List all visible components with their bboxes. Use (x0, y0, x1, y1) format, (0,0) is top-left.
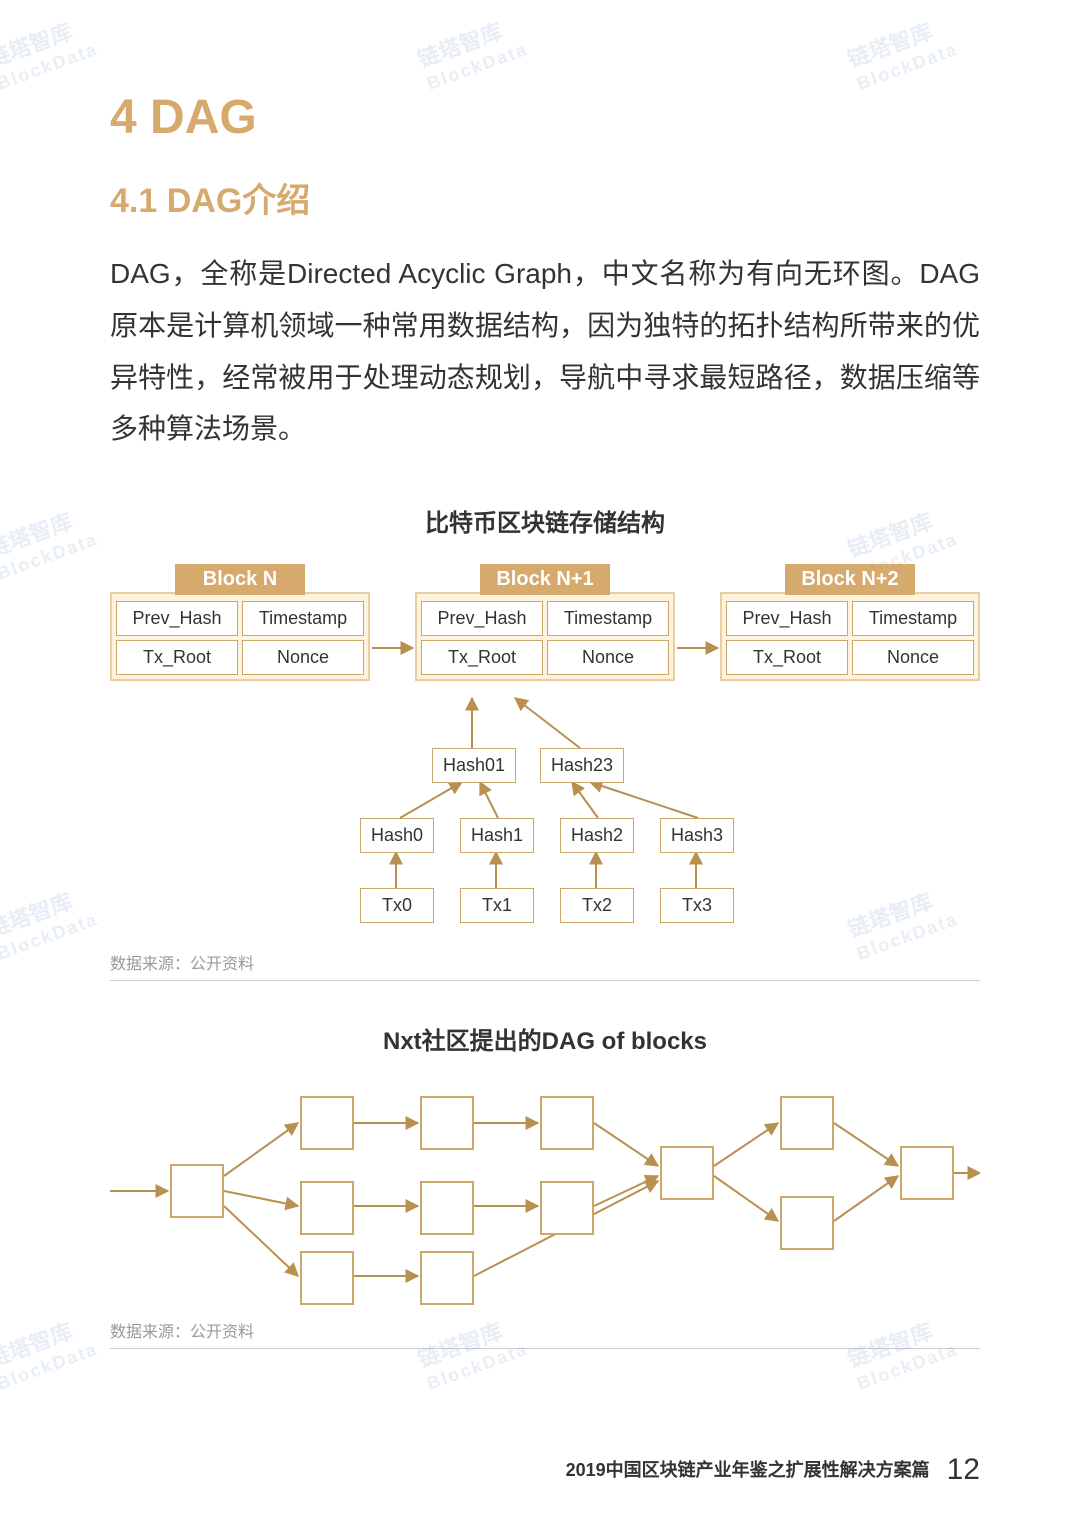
tree-node: Hash3 (660, 818, 734, 853)
page-number: 12 (947, 1453, 980, 1486)
dag-node (780, 1196, 834, 1250)
dag-node (300, 1251, 354, 1305)
dag-node (660, 1146, 714, 1200)
diagram2 (110, 1076, 980, 1306)
subsection-title: 4.1 DAG介绍 (110, 173, 980, 222)
block-header: Block N (175, 564, 305, 595)
tree-node: Tx1 (460, 888, 534, 923)
block-cell: Prev_Hash (116, 601, 238, 636)
dag-node (420, 1251, 474, 1305)
dag-node (300, 1181, 354, 1235)
tree-node: Tx2 (560, 888, 634, 923)
block: Block N+1Prev_HashTimestampTx_RootNonce (415, 592, 675, 681)
block-cell: Nonce (242, 640, 364, 675)
footer-text: 2019中国区块链产业年鉴之扩展性解决方案篇 (566, 1460, 930, 1480)
block-cell: Nonce (547, 640, 669, 675)
tree-node: Hash1 (460, 818, 534, 853)
dag-node (420, 1096, 474, 1150)
diagram2-title: Nxt社区提出的DAG of blocks (110, 1021, 980, 1056)
diagram1: Block NPrev_HashTimestampTx_RootNonceBlo… (110, 558, 980, 938)
dag-node (540, 1096, 594, 1150)
block-cell: Nonce (852, 640, 974, 675)
block-cell: Timestamp (242, 601, 364, 636)
tree-node: Hash2 (560, 818, 634, 853)
tree-node: Hash0 (360, 818, 434, 853)
block-cell: Timestamp (852, 601, 974, 636)
dag-node (420, 1181, 474, 1235)
block-cell: Timestamp (547, 601, 669, 636)
dag-node (170, 1164, 224, 1218)
block: Block NPrev_HashTimestampTx_RootNonce (110, 592, 370, 681)
page-footer: 2019中国区块链产业年鉴之扩展性解决方案篇 12 (566, 1453, 980, 1487)
diagram1-caption: 数据来源：公开资料 (110, 950, 980, 974)
dag-node (780, 1096, 834, 1150)
block-cell: Tx_Root (421, 640, 543, 675)
tree-node: Hash01 (432, 748, 516, 783)
dag-node (300, 1096, 354, 1150)
tree-node: Tx3 (660, 888, 734, 923)
body-paragraph: DAG，全称是Directed Acyclic Graph，中文名称为有向无环图… (110, 248, 980, 455)
diagram2-caption: 数据来源：公开资料 (110, 1318, 980, 1342)
tree-node: Hash23 (540, 748, 624, 783)
block: Block N+2Prev_HashTimestampTx_RootNonce (720, 592, 980, 681)
divider (110, 980, 980, 981)
dag-node (540, 1181, 594, 1235)
block-cell: Prev_Hash (421, 601, 543, 636)
diagram1-title: 比特币区块链存储结构 (110, 503, 980, 538)
section-title: 4 DAG (110, 90, 980, 145)
block-header: Block N+2 (785, 564, 915, 595)
block-cell: Prev_Hash (726, 601, 848, 636)
block-cell: Tx_Root (116, 640, 238, 675)
block-header: Block N+1 (480, 564, 610, 595)
block-cell: Tx_Root (726, 640, 848, 675)
tree-node: Tx0 (360, 888, 434, 923)
dag-node (900, 1146, 954, 1200)
